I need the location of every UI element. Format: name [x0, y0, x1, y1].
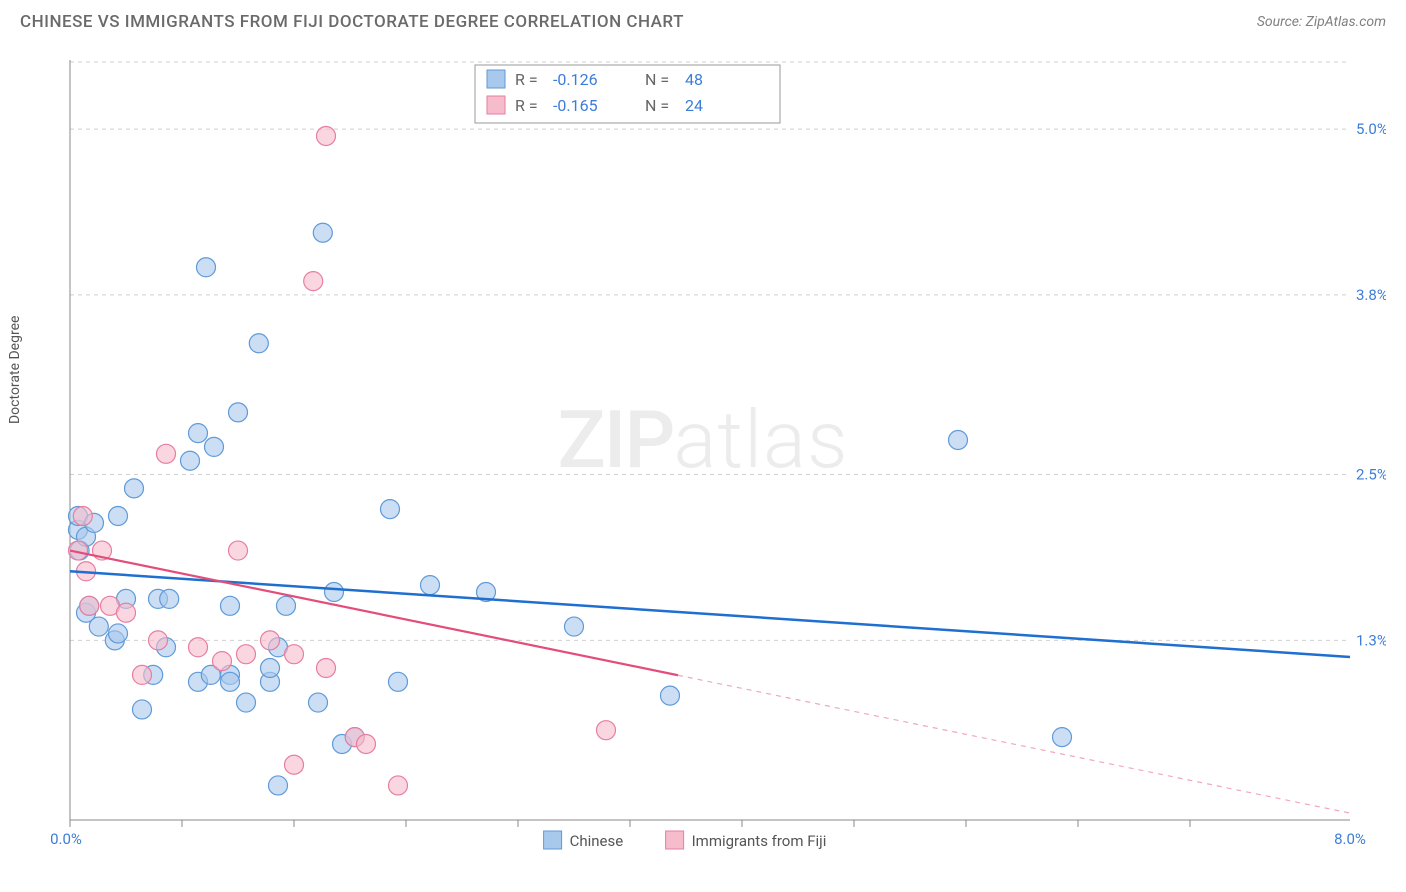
chart-title: CHINESE VS IMMIGRANTS FROM FIJI DOCTORAT…: [20, 12, 684, 32]
data-point: [421, 576, 440, 595]
legend-n-value: 48: [685, 70, 703, 89]
data-point: [949, 431, 968, 450]
data-point: [357, 735, 376, 754]
data-point: [149, 631, 168, 650]
data-point: [325, 583, 344, 602]
y-axis-label: Doctorate Degree: [7, 316, 23, 424]
data-point: [597, 721, 616, 740]
data-point: [389, 672, 408, 691]
legend-r-label: R =: [515, 96, 538, 115]
legend-series-label: Immigrants from Fiji: [692, 832, 827, 850]
data-point: [221, 596, 240, 615]
legend-r-value: -0.126: [553, 70, 598, 89]
scatter-chart: 1.3% 2.5% 3.8% 5.0% 0.0% 8.0% R = -0.126 N = 48 R …: [20, 50, 1386, 862]
data-point: [277, 596, 296, 615]
x-end-label: 8.0%: [1334, 830, 1366, 848]
data-point: [133, 700, 152, 719]
data-point: [117, 603, 136, 622]
data-point: [285, 645, 304, 664]
data-point: [313, 223, 332, 242]
data-point: [197, 258, 216, 277]
data-point: [229, 403, 248, 422]
data-point: [237, 693, 256, 712]
data-point: [133, 665, 152, 684]
chart-source: Source: ZipAtlas.com: [1257, 14, 1386, 30]
chart-header: CHINESE VS IMMIGRANTS FROM FIJI DOCTORAT…: [0, 0, 1406, 40]
data-point: [261, 659, 280, 678]
y-tick-label: 1.3%: [1356, 631, 1386, 649]
legend-n-label: N =: [645, 96, 669, 115]
y-tick-label: 2.5%: [1356, 466, 1386, 484]
data-point: [189, 424, 208, 443]
y-tick-label: 3.8%: [1356, 286, 1386, 304]
data-point: [189, 638, 208, 657]
legend-r-value: -0.165: [553, 96, 598, 115]
data-point: [381, 500, 400, 519]
data-point: [125, 479, 144, 498]
data-point: [565, 617, 584, 636]
data-point: [304, 272, 323, 291]
data-point: [309, 693, 328, 712]
data-point: [89, 617, 108, 636]
legend-swatch: [666, 831, 684, 849]
trend-line-fiji: [70, 551, 678, 676]
data-point: [181, 451, 200, 470]
y-tick-label: 5.0%: [1356, 120, 1386, 138]
data-point: [109, 624, 128, 643]
data-point: [229, 541, 248, 560]
legend-swatch: [487, 96, 505, 114]
legend-r-label: R =: [515, 70, 538, 89]
data-point: [80, 596, 99, 615]
data-point: [317, 127, 336, 146]
legend-n-label: N =: [645, 70, 669, 89]
legend-swatch: [487, 70, 505, 88]
data-point: [73, 507, 92, 526]
data-point: [160, 589, 179, 608]
data-point: [1053, 728, 1072, 747]
data-point: [157, 444, 176, 463]
data-point: [237, 645, 256, 664]
chart-container: Doctorate Degree 1.3%2.5%3.8%5.0%0.0%8.0…: [20, 50, 1386, 862]
data-point: [317, 659, 336, 678]
data-point: [269, 776, 288, 795]
data-point: [261, 631, 280, 650]
data-point: [213, 652, 232, 671]
data-point: [221, 672, 240, 691]
data-point: [205, 437, 224, 456]
data-point: [661, 686, 680, 705]
data-point: [249, 334, 268, 353]
legend-series-label: Chinese: [570, 832, 624, 850]
legend-swatch: [544, 831, 562, 849]
x-origin-label: 0.0%: [50, 830, 82, 848]
data-point: [285, 755, 304, 774]
data-point: [109, 507, 128, 526]
legend-n-value: 24: [685, 96, 703, 115]
trend-line-fiji-extrapolated: [678, 675, 1350, 813]
data-point: [389, 776, 408, 795]
